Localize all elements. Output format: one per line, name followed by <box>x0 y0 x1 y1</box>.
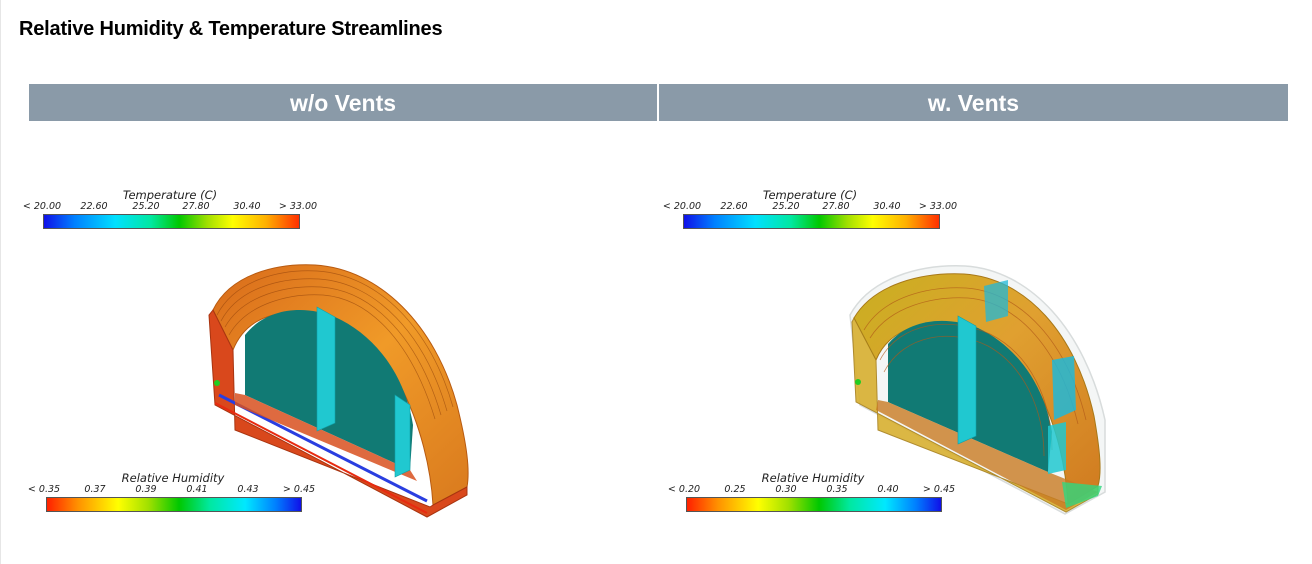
floor-vent <box>1062 482 1102 508</box>
temperature-tick: > 33.00 <box>918 201 958 212</box>
vent-panel <box>1052 356 1076 420</box>
temperature-tick: > 33.00 <box>278 201 318 212</box>
temperature-colorbar <box>43 214 300 229</box>
humidity-tick: < 0.20 <box>667 484 701 495</box>
humidity-tick: > 0.45 <box>282 484 316 495</box>
panel-header-with-vents: w. Vents <box>659 84 1288 121</box>
humidity-legend-without-vents: Relative Humidity < 0.35 0.37 0.39 0.41 … <box>23 471 323 516</box>
humidity-tick: 0.40 <box>877 484 899 495</box>
inlet-marker <box>214 380 220 386</box>
bottom-edge-red <box>214 402 428 514</box>
temperature-tick: 22.60 <box>80 201 108 212</box>
temperature-legend-without-vents: Temperature (C) < 20.00 22.60 25.20 27.8… <box>20 188 320 233</box>
vent-panel <box>984 280 1008 322</box>
temperature-tick: < 20.00 <box>22 201 62 212</box>
temperature-colorbar <box>683 214 940 229</box>
humidity-tick: 0.25 <box>724 484 746 495</box>
humidity-tick: 0.30 <box>775 484 797 495</box>
streamline-lines <box>216 270 454 420</box>
humidity-tick: 0.39 <box>135 484 157 495</box>
temperature-tick: 25.20 <box>772 201 800 212</box>
temperature-tick: 30.40 <box>873 201 901 212</box>
temperature-tick: 22.60 <box>720 201 748 212</box>
temperature-tick: 27.80 <box>822 201 850 212</box>
temperature-legend-with-vents: Temperature (C) < 20.00 22.60 25.20 27.8… <box>660 188 960 233</box>
temperature-legend-title: Temperature (C) <box>122 188 218 202</box>
humidity-legend-title: Relative Humidity <box>761 471 865 485</box>
partition-wall <box>394 394 411 478</box>
humidity-colorbar <box>686 497 942 512</box>
humidity-colorbar <box>46 497 302 512</box>
humidity-tick: 0.43 <box>237 484 259 495</box>
floor-streamlines <box>876 400 1098 510</box>
temperature-tick: < 20.00 <box>662 201 702 212</box>
humidity-tick: 0.41 <box>186 484 208 495</box>
partition-wall <box>316 306 336 432</box>
panel-header-without-vents: w/o Vents <box>29 84 657 121</box>
slide-left-border <box>0 0 1 564</box>
streamline-render-without-vents <box>208 264 469 518</box>
slide-title: Relative Humidity & Temperature Streamli… <box>19 18 443 40</box>
humidity-tick: < 0.35 <box>27 484 61 495</box>
humidity-tick: 0.37 <box>84 484 106 495</box>
floor-streamlines <box>235 393 417 481</box>
humidity-legend-with-vents: Relative Humidity < 0.20 0.25 0.30 0.35 … <box>663 471 963 516</box>
streamline-render-with-vents <box>849 265 1106 515</box>
temperature-legend-title: Temperature (C) <box>762 188 858 202</box>
humidity-legend-title: Relative Humidity <box>121 471 225 485</box>
temperature-tick: 30.40 <box>233 201 261 212</box>
inlet-marker <box>855 379 861 385</box>
temperature-tick: 25.20 <box>132 201 160 212</box>
humidity-tick: > 0.45 <box>922 484 956 495</box>
streamline-bundle <box>208 309 468 518</box>
temperature-tick: 27.80 <box>182 201 210 212</box>
vent-panel <box>1048 422 1066 474</box>
partition-wall <box>957 315 977 445</box>
humidity-tick: 0.35 <box>826 484 848 495</box>
